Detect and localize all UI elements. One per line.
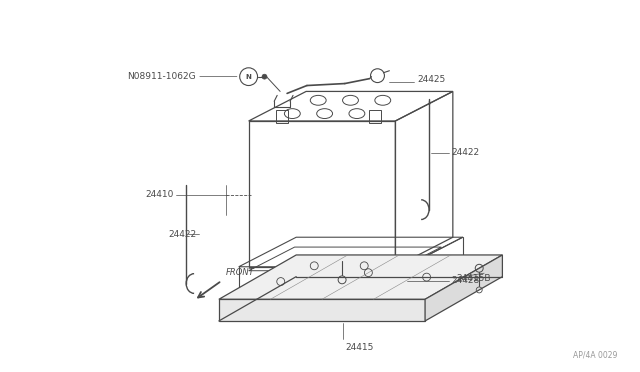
Text: 24422: 24422 bbox=[168, 230, 196, 239]
Circle shape bbox=[262, 74, 267, 79]
Text: 24415B: 24415B bbox=[457, 273, 492, 283]
Text: 24425: 24425 bbox=[417, 75, 445, 84]
Polygon shape bbox=[219, 255, 502, 299]
Text: 24422: 24422 bbox=[452, 148, 480, 157]
Text: N: N bbox=[246, 74, 252, 80]
Text: 24415: 24415 bbox=[346, 343, 374, 352]
Text: 24410: 24410 bbox=[145, 190, 173, 199]
Polygon shape bbox=[425, 255, 502, 321]
Text: 24428: 24428 bbox=[452, 276, 480, 285]
Text: AP/4A 0029: AP/4A 0029 bbox=[573, 350, 618, 359]
Text: N08911-1062G: N08911-1062G bbox=[127, 72, 196, 81]
Polygon shape bbox=[219, 299, 425, 321]
Text: FRONT: FRONT bbox=[226, 267, 255, 277]
